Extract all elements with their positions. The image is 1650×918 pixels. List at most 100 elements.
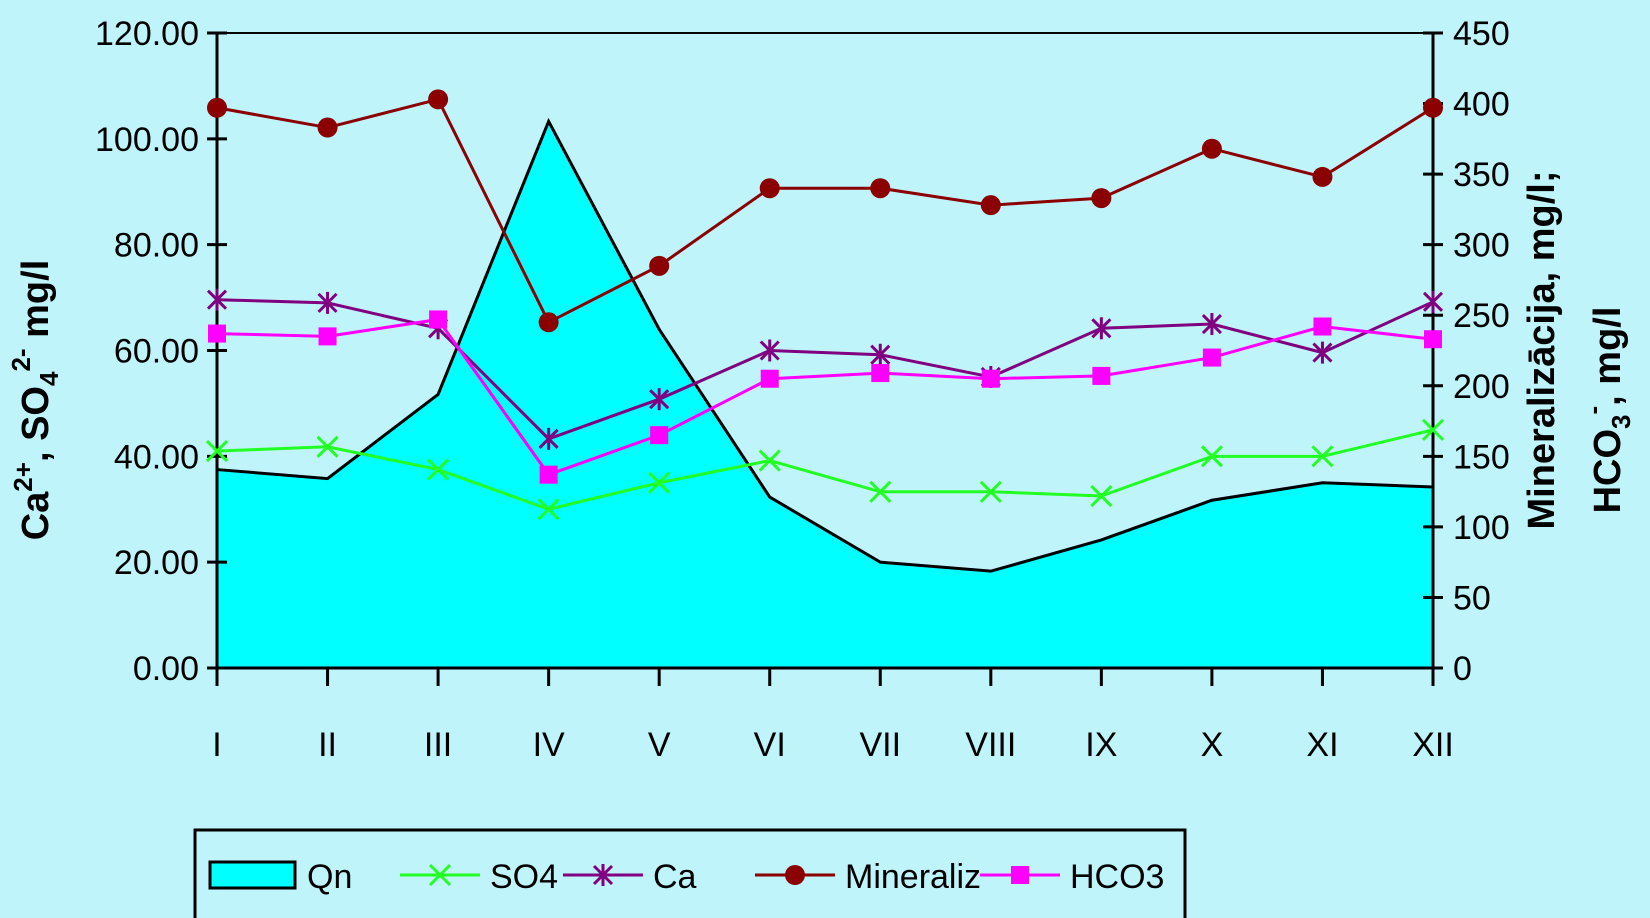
so4-point [758,449,781,472]
ca-point [1312,341,1333,364]
so4-point [979,480,1002,503]
y-left-title-so-sub: 4 [34,371,64,386]
hco3-point [1092,366,1111,385]
so4-point-stroke-b [427,458,450,481]
legend-marker-so4 [428,863,452,887]
so4-point-stroke-b [537,498,560,521]
x-tick-label: I [212,726,221,764]
ca-point [649,388,670,411]
so4-point-stroke-b [316,435,339,458]
x-tick-label: III [424,726,452,764]
legend-label-hco3: HCO3 [1070,858,1164,896]
mineraliz-line [216,97,1434,325]
legend-label-so4: SO4 [490,858,558,896]
mineraliz-point [870,178,891,199]
mineraliz-point [428,89,449,110]
legend-marker-ca [592,864,614,886]
y-right-title-unit: , mg/l [1587,307,1629,406]
y-right-tick-label: 100 [1453,509,1510,547]
x-tick-label: X [1201,726,1224,764]
x-tick-label: IV [533,726,565,764]
ca-point [1091,317,1112,340]
x-tick-label: VI [754,726,786,764]
so4-point [427,458,450,481]
so4-point [1421,418,1445,441]
legend-marker-mineraliz [785,865,805,885]
y-right-tick-label: 250 [1453,297,1510,335]
mineraliz-point [1312,166,1333,187]
hco3-point [1424,330,1442,349]
x-tick-label: VIII [965,726,1016,764]
x-tick-label: XII [1412,726,1454,764]
so4-point-stroke-b [869,480,892,503]
so4-point [537,498,560,521]
y-right-tick-label: 200 [1453,368,1510,406]
so4-point [869,480,892,503]
so4-point-stroke-b [1311,445,1334,468]
so4-point [1200,445,1223,468]
mineraliz-point [538,312,559,333]
mineraliz-point [759,178,780,199]
y-right-title-hco-charge: - [1578,406,1608,415]
legend-swatch-qn [208,860,297,890]
x-tick-label: XI [1306,726,1338,764]
mineraliz-point [980,195,1001,216]
so4-point-stroke-b [1200,445,1223,468]
y-left-tick-label: 20.00 [114,544,199,582]
axes-layer: 0.00 20.00 40.00 60.00 80.00 100.00 120.00 0 50 1… [95,15,1510,764]
so4-point-stroke-b [205,439,229,463]
y-right-tick-label: 350 [1453,156,1510,194]
y-left-title-ca-charge: 2+ [8,462,38,492]
y-right-tick-label: 400 [1453,86,1510,124]
y-left-tick-label: 100.00 [95,121,199,159]
y-left-axis-title: Ca2+, SO42- mg/l [6,260,64,541]
hco3-point [208,324,226,343]
so4-point-stroke-b [1421,418,1445,441]
y-left-tick-label: 80.00 [114,227,199,265]
y-left-title-so: , SO [15,386,57,462]
y-right-tick-label: 450 [1453,15,1510,53]
so4-line [216,428,1434,511]
mineraliz-point [1091,188,1112,209]
mineraliz-point [207,97,227,118]
hco3-point [539,465,558,484]
legend-marker-hco3 [1011,866,1029,884]
hco3-point [650,426,669,445]
hco3-point [871,364,890,383]
y-right-title-hco-sub: 3 [1606,414,1636,428]
hco3-line [216,317,1434,477]
series-layer [205,89,1445,521]
mineraliz-point [317,117,338,138]
ca-point [1422,290,1444,313]
legend: Qn SO4 Ca Mineraliz HCO3 [193,828,1187,918]
x-tick-label: II [318,726,337,764]
hco3-point [1202,348,1221,367]
mineraliz-point [1201,138,1222,159]
y-left-tick-label: 60.00 [114,333,199,371]
y-left-title-so-charge: 2- [6,348,36,371]
y-right-tick-label: 300 [1453,227,1510,265]
y-right-tick-label: 50 [1453,579,1491,617]
x-tick-label: V [648,726,671,764]
y-left-title-ca: Ca [15,491,57,540]
y-right-axis-title-line1: Mineralizācija, mg/l; [1521,171,1563,530]
hco3-point [760,369,779,388]
so4-point-stroke-b [1090,484,1113,508]
so4-point-stroke-b [648,471,671,494]
hco3-point [429,310,448,329]
so4-point [648,471,671,494]
hco3-point [981,369,1000,388]
legend-marker-so4-stroke-b [428,863,452,887]
hco3-point [1313,317,1332,336]
so4-point [316,435,339,458]
area-layer [216,117,1434,668]
legend-label-qn: Qn [307,858,352,896]
y-left-tick-label: 120.00 [95,15,199,53]
legend-label-mineraliz: Mineraliz [845,858,981,896]
y-right-title-hco: HCO [1587,429,1629,513]
y-right-tick-label: 0 [1453,650,1472,688]
so4-point [205,439,229,463]
qn-area-outline [216,117,1434,573]
ca-point [317,291,338,314]
